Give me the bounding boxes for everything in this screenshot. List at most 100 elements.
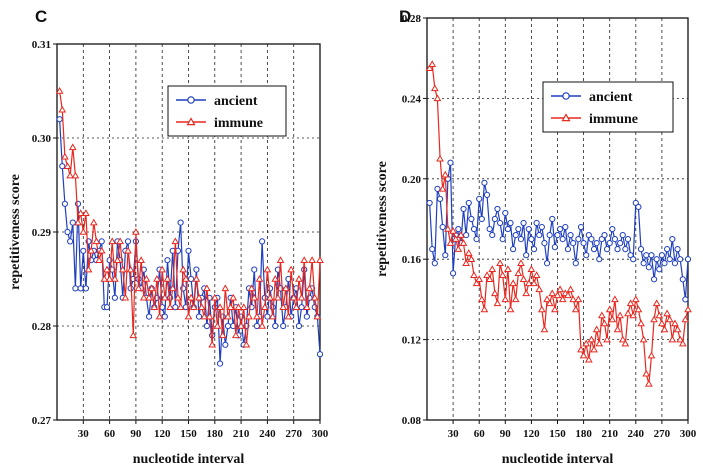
data-point-ancient bbox=[439, 223, 446, 231]
data-point-immune bbox=[197, 303, 206, 310]
data-point-ancient bbox=[559, 236, 566, 243]
data-point-immune bbox=[498, 271, 507, 279]
data-point-immune bbox=[558, 295, 567, 303]
legend: ancient immune bbox=[542, 81, 674, 133]
data-point-immune bbox=[95, 256, 103, 263]
data-point-immune bbox=[195, 293, 203, 301]
data-point-immune bbox=[665, 315, 674, 323]
data-point-immune bbox=[504, 265, 512, 272]
y-tick-label: 0.27 bbox=[32, 415, 52, 427]
data-point-ancient bbox=[512, 231, 519, 239]
data-point-immune bbox=[485, 275, 494, 283]
data-point-ancient bbox=[541, 240, 548, 247]
data-point-immune bbox=[598, 311, 606, 319]
data-point-ancient bbox=[447, 159, 454, 166]
series-line-immune bbox=[59, 90, 321, 345]
data-point-ancient bbox=[593, 240, 600, 247]
data-point-ancient bbox=[193, 266, 200, 273]
data-point-ancient bbox=[483, 191, 491, 198]
data-point-immune bbox=[153, 274, 161, 282]
data-point-immune bbox=[501, 295, 510, 303]
data-point-immune bbox=[545, 299, 554, 307]
x-tick-label: 180 bbox=[207, 428, 224, 440]
data-point-ancient bbox=[295, 322, 303, 330]
data-point-ancient bbox=[69, 219, 76, 226]
data-point-immune bbox=[284, 312, 293, 320]
data-point-ancient bbox=[203, 322, 211, 330]
data-point-immune bbox=[514, 269, 523, 277]
data-point-immune bbox=[189, 303, 198, 310]
data-point-immune bbox=[618, 335, 627, 343]
data-point-ancient bbox=[499, 236, 506, 243]
data-point-immune bbox=[210, 293, 219, 301]
data-point-immune bbox=[242, 340, 251, 348]
data-point-immune bbox=[626, 299, 635, 307]
data-point-ancient bbox=[666, 256, 673, 263]
data-point-immune bbox=[449, 227, 457, 234]
data-point-ancient bbox=[575, 236, 582, 243]
data-point-immune bbox=[268, 312, 277, 320]
data-point-ancient bbox=[671, 260, 679, 267]
data-point-immune bbox=[224, 312, 232, 320]
data-point-immune bbox=[263, 265, 272, 273]
data-point-immune bbox=[634, 305, 643, 313]
data-point-ancient bbox=[280, 322, 287, 330]
x-tick-label: 150 bbox=[549, 428, 566, 440]
data-point-immune bbox=[480, 305, 489, 313]
data-point-ancient bbox=[188, 275, 195, 283]
data-point-immune bbox=[574, 295, 583, 303]
x-tick-label: 270 bbox=[285, 428, 302, 440]
data-point-immune bbox=[639, 335, 648, 343]
data-point-immune bbox=[213, 321, 222, 329]
data-point-immune bbox=[660, 325, 669, 333]
data-point-immune bbox=[163, 274, 172, 282]
data-point-immune bbox=[441, 170, 450, 178]
data-point-immune bbox=[532, 271, 541, 279]
data-point-ancient bbox=[570, 240, 577, 247]
legend-marker-ancient bbox=[187, 96, 195, 104]
data-point-immune bbox=[89, 218, 98, 226]
data-point-immune bbox=[511, 295, 520, 303]
data-point-ancient bbox=[562, 223, 569, 231]
data-point-immune bbox=[608, 315, 617, 323]
data-point-ancient bbox=[172, 304, 179, 311]
data-point-immune bbox=[613, 325, 622, 333]
y-tick-label: 0.31 bbox=[32, 39, 51, 51]
data-point-ancient bbox=[640, 260, 647, 267]
data-point-ancient bbox=[603, 246, 611, 253]
data-point-immune bbox=[543, 295, 551, 303]
data-point-immune bbox=[182, 274, 190, 282]
data-point-immune bbox=[55, 86, 64, 94]
data-point-ancient bbox=[222, 341, 229, 348]
data-point-immune bbox=[168, 284, 177, 292]
data-point-ancient bbox=[481, 179, 488, 186]
x-tick-label: 150 bbox=[180, 428, 197, 440]
y-tick-label: 0.30 bbox=[32, 133, 52, 145]
data-point-ancient bbox=[551, 244, 558, 251]
data-point-ancient bbox=[669, 236, 676, 243]
data-point-ancient bbox=[590, 246, 598, 253]
data-point-ancient bbox=[528, 236, 535, 243]
data-point-ancient bbox=[567, 231, 574, 239]
data-point-immune bbox=[446, 239, 455, 246]
data-point-ancient bbox=[637, 246, 645, 253]
data-point-immune bbox=[624, 309, 632, 317]
data-point-ancient bbox=[619, 231, 626, 239]
data-point-immune bbox=[192, 274, 201, 282]
data-point-immune bbox=[655, 311, 664, 319]
data-point-ancient bbox=[577, 223, 585, 231]
data-point-immune bbox=[681, 315, 690, 323]
data-point-ancient bbox=[510, 246, 517, 253]
data-point-immune bbox=[271, 274, 280, 282]
data-point-immune bbox=[467, 255, 476, 262]
data-point-immune bbox=[82, 209, 90, 216]
data-point-immune bbox=[260, 303, 269, 310]
data-point-immune bbox=[457, 231, 465, 238]
series-immune bbox=[425, 60, 692, 387]
data-point-immune bbox=[496, 259, 504, 266]
data-point-immune bbox=[74, 218, 82, 226]
data-point-immune bbox=[540, 325, 549, 333]
data-point-immune bbox=[590, 345, 598, 353]
data-point-immune bbox=[231, 331, 240, 339]
